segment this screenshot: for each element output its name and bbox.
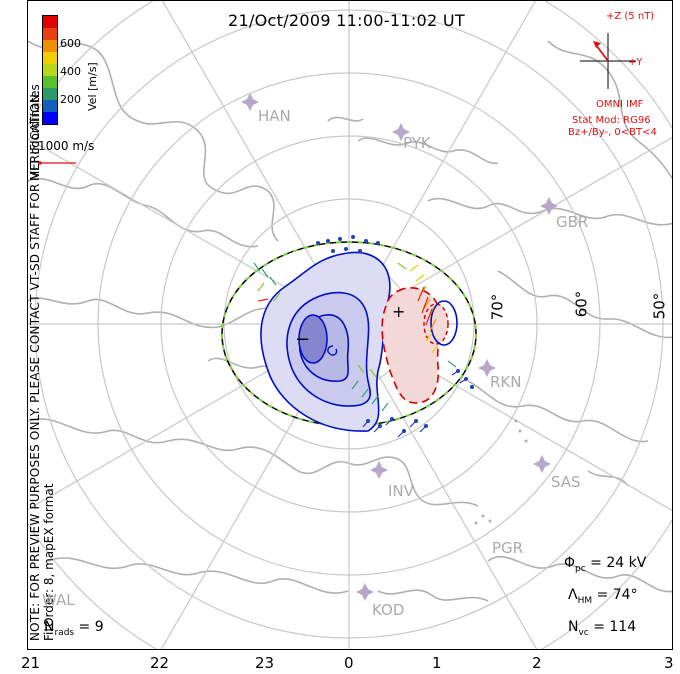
imf-z-label: +Z (5 nT): [606, 11, 655, 22]
imf-vector: [595, 44, 609, 62]
x-tick-3: 3: [664, 654, 674, 672]
n-vc: Nvc = 114: [568, 619, 637, 638]
colorbar-segment: [43, 76, 57, 88]
velocity-vectors: [253, 235, 475, 438]
imf-model: Stat Mod: RG96: [572, 115, 651, 126]
negative-potential-cell: [260, 251, 391, 432]
station-inv: INV: [388, 482, 414, 500]
colorbar: [42, 15, 58, 125]
map-title: 21/Oct/2009 11:00-11:02 UT: [228, 11, 465, 30]
n-rads: Nrads = 9: [44, 619, 104, 638]
plus-sign: +: [392, 302, 406, 321]
lambda-hm: ΛHM = 74°: [568, 587, 638, 606]
polar-map: [28, 1, 672, 649]
lat-70: 70°: [488, 293, 507, 321]
station-pgr: PGR: [492, 539, 524, 557]
colorbar-tick-600: 600: [60, 37, 81, 50]
station-wal: WAL: [42, 591, 75, 609]
colorbar-tick-400: 400: [60, 65, 81, 78]
station-gbr: GBR: [556, 213, 589, 231]
x-tick-0: 0: [344, 654, 354, 672]
fit-order-note: FitOrder: 8, mapEX format: [42, 483, 56, 641]
colorbar-segment: [43, 52, 57, 64]
x-tick-2: 2: [532, 654, 542, 672]
x-tick-21: 21: [21, 654, 41, 672]
minus-sign: −: [295, 329, 311, 350]
imf-condition: Bz+/By-, 0<BT<4: [568, 127, 657, 138]
colorbar-tick-200: 200: [60, 93, 81, 106]
lat-60: 60°: [572, 290, 591, 318]
phi-pc: Φpc = 24 kV: [564, 555, 647, 574]
colorbar-segment: [43, 100, 57, 112]
lat-50: 50°: [650, 292, 669, 320]
x-tick-22: 22: [150, 654, 170, 672]
colorbar-segment: [43, 64, 57, 76]
map-frame: 600 400 200 Vel [m/s] 21/Oct/2009 11:00-…: [27, 0, 673, 650]
x-tick-1: 1: [432, 654, 442, 672]
imf-y-label: +Y: [628, 57, 643, 68]
station-rkn: RKN: [490, 373, 522, 391]
colorbar-segment: [43, 40, 57, 52]
colorbar-label: Vel [m/s]: [86, 62, 99, 111]
colorbar-segment: [43, 28, 57, 40]
vector-scale-label: 1000 m/s: [38, 139, 95, 153]
station-kod: KOD: [372, 601, 405, 619]
imf-source: OMNI IMF: [596, 99, 644, 110]
station-sas: SAS: [551, 473, 581, 491]
positive-potential-cell: [381, 287, 458, 404]
station-han: HAN: [258, 107, 291, 125]
colorbar-segment: [43, 16, 57, 28]
colorbar-segment: [43, 88, 57, 100]
preview-note: NOTE: FOR PREVIEW PURPOSES ONLY. PLEASE …: [28, 89, 42, 641]
station-markers: [241, 93, 558, 601]
station-pyk: PYK: [403, 134, 431, 152]
x-tick-23: 23: [255, 654, 275, 672]
colorbar-segment: [43, 112, 57, 124]
